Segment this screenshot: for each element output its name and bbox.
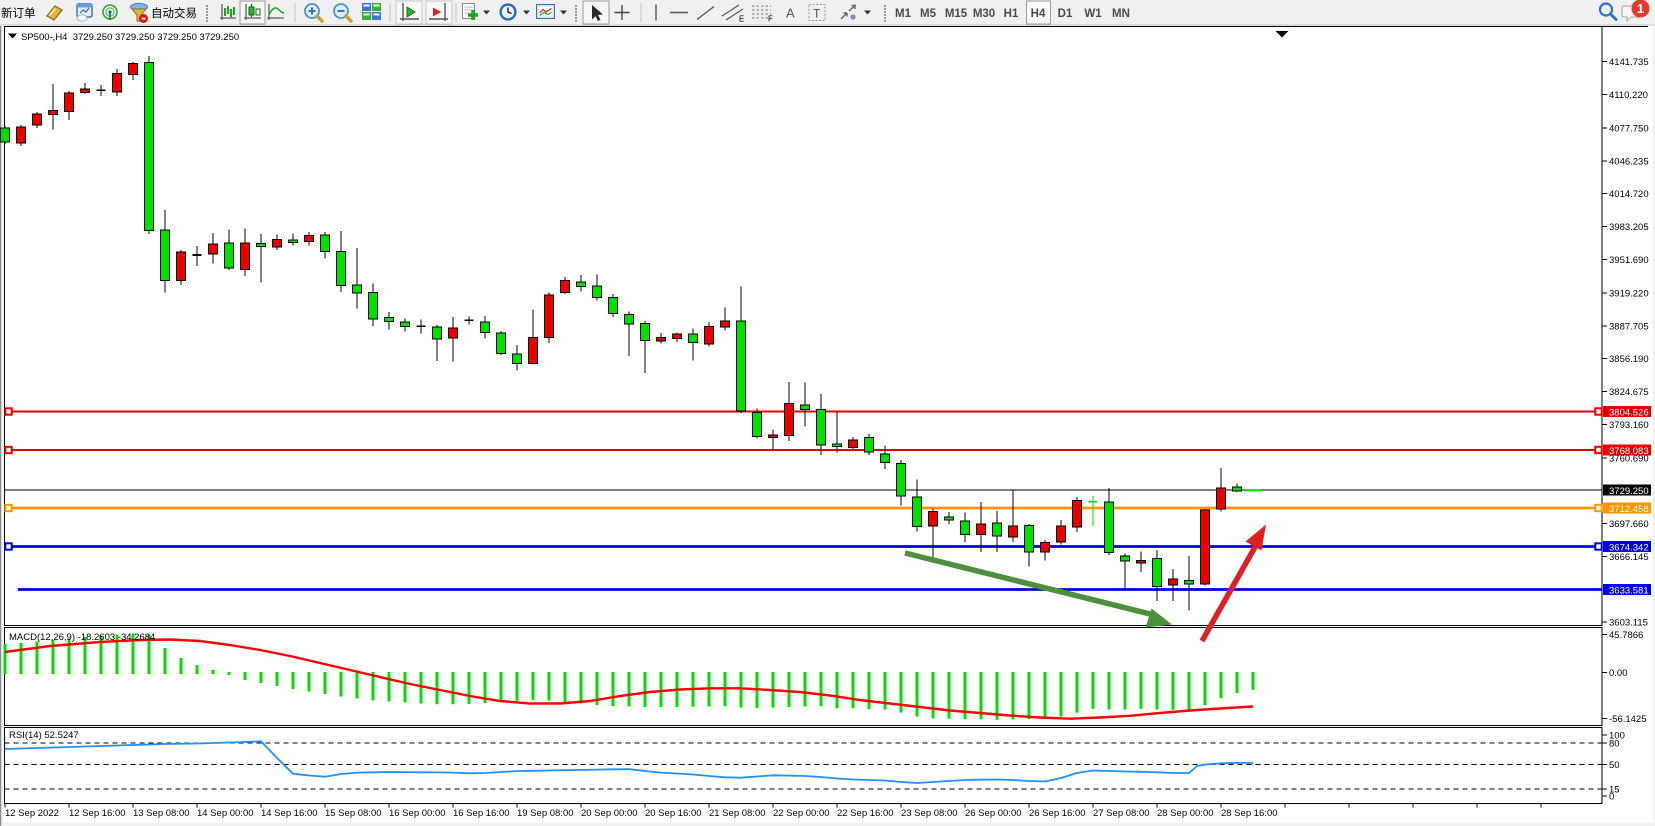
svg-text:3729.250: 3729.250: [1609, 486, 1649, 497]
svg-text:20 Sep 16:00: 20 Sep 16:00: [645, 808, 702, 819]
svg-text:3804.526: 3804.526: [1609, 407, 1649, 418]
svg-text:14 Sep 00:00: 14 Sep 00:00: [197, 808, 254, 819]
svg-text:3983.205: 3983.205: [1609, 222, 1649, 233]
svg-text:50: 50: [1609, 760, 1620, 771]
svg-text:M5: M5: [920, 8, 937, 20]
svg-text:28 Sep 16:00: 28 Sep 16:00: [1221, 808, 1278, 819]
svg-text:3697.660: 3697.660: [1609, 519, 1649, 530]
svg-text:20 Sep 00:00: 20 Sep 00:00: [581, 808, 638, 819]
svg-text:3919.220: 3919.220: [1609, 289, 1649, 300]
svg-text:100: 100: [1609, 731, 1625, 742]
svg-text:80: 80: [1609, 739, 1620, 750]
svg-text:A: A: [786, 6, 795, 21]
svg-text:13 Sep 08:00: 13 Sep 08:00: [133, 808, 190, 819]
svg-text:M1: M1: [895, 8, 912, 20]
svg-text:16 Sep 00:00: 16 Sep 00:00: [389, 808, 446, 819]
svg-text:28 Sep 00:00: 28 Sep 00:00: [1157, 808, 1214, 819]
svg-text:H1: H1: [1004, 8, 1019, 20]
svg-text:3760.690: 3760.690: [1609, 454, 1649, 465]
svg-text:1: 1: [1637, 1, 1644, 16]
svg-text:14 Sep 16:00: 14 Sep 16:00: [261, 808, 318, 819]
svg-text:3951.690: 3951.690: [1609, 255, 1649, 266]
svg-text:MN: MN: [1112, 8, 1130, 20]
svg-text:F: F: [768, 15, 773, 24]
svg-text:26 Sep 00:00: 26 Sep 00:00: [965, 808, 1022, 819]
svg-text:3793.160: 3793.160: [1609, 420, 1649, 431]
svg-text:27 Sep 08:00: 27 Sep 08:00: [1093, 808, 1150, 819]
svg-text:3633.581: 3633.581: [1609, 585, 1649, 596]
svg-text:22 Sep 16:00: 22 Sep 16:00: [837, 808, 894, 819]
svg-text:19 Sep 08:00: 19 Sep 08:00: [517, 808, 574, 819]
svg-text:12 Sep 16:00: 12 Sep 16:00: [69, 808, 126, 819]
svg-text:3887.705: 3887.705: [1609, 321, 1649, 332]
svg-text:E: E: [739, 15, 744, 24]
svg-text:45.7866: 45.7866: [1609, 630, 1643, 641]
svg-text:21 Sep 08:00: 21 Sep 08:00: [709, 808, 766, 819]
svg-text:3768.083: 3768.083: [1609, 446, 1649, 457]
svg-text:3603.115: 3603.115: [1609, 618, 1648, 629]
svg-text:15: 15: [1609, 785, 1620, 796]
svg-text:3712.458: 3712.458: [1609, 504, 1649, 515]
svg-text:4110.220: 4110.220: [1609, 90, 1648, 101]
svg-text:SP500-,H4 3729.250 3729.250 3: SP500-,H4 3729.250 3729.250 3729.250 372…: [21, 32, 239, 43]
svg-text:T: T: [813, 7, 821, 21]
svg-text:0: 0: [1609, 792, 1614, 803]
svg-text:3674.342: 3674.342: [1609, 542, 1649, 553]
svg-text:4014.720: 4014.720: [1609, 189, 1649, 200]
svg-text:16 Sep 16:00: 16 Sep 16:00: [453, 808, 510, 819]
svg-text:22 Sep 00:00: 22 Sep 00:00: [773, 808, 830, 819]
svg-text:3824.675: 3824.675: [1609, 387, 1649, 398]
svg-text:0.00: 0.00: [1609, 668, 1628, 679]
svg-text:RSI(14) 52.5247: RSI(14) 52.5247: [9, 730, 79, 741]
svg-text:4077.750: 4077.750: [1609, 124, 1649, 135]
svg-text:4046.235: 4046.235: [1609, 157, 1649, 168]
svg-text:23 Sep 08:00: 23 Sep 08:00: [901, 808, 958, 819]
svg-text:12 Sep 2022: 12 Sep 2022: [5, 808, 59, 819]
svg-text:H4: H4: [1031, 8, 1046, 20]
svg-text:-56.1425: -56.1425: [1609, 714, 1647, 725]
svg-text:W1: W1: [1084, 8, 1102, 20]
svg-text:3856.190: 3856.190: [1609, 354, 1649, 365]
svg-text:4141.735: 4141.735: [1609, 57, 1649, 68]
svg-text:M30: M30: [973, 8, 995, 20]
svg-text:新订单: 新订单: [1, 6, 36, 20]
svg-text:3666.145: 3666.145: [1609, 552, 1649, 563]
svg-text:D1: D1: [1058, 8, 1073, 20]
svg-text:15 Sep 08:00: 15 Sep 08:00: [325, 808, 382, 819]
svg-text:自动交易: 自动交易: [151, 6, 197, 20]
svg-text:MACD(12,26,9) -18.2603 -34.268: MACD(12,26,9) -18.2603 -34.2684: [9, 632, 155, 643]
svg-text:M15: M15: [945, 8, 968, 20]
svg-text:26 Sep 16:00: 26 Sep 16:00: [1029, 808, 1086, 819]
